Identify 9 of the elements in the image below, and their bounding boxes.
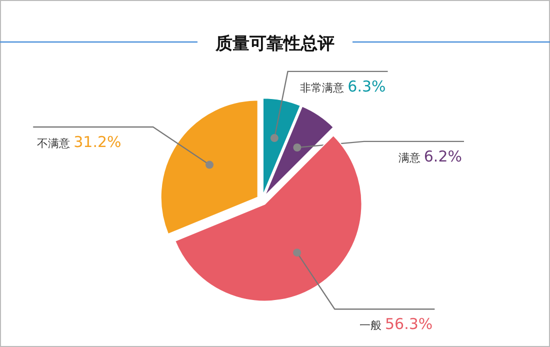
chart-title: 质量可靠性总评 xyxy=(214,34,334,54)
data-label: 6.3% xyxy=(348,77,386,96)
data-label: 6.2% xyxy=(424,147,462,166)
data-label: 56.3% xyxy=(385,315,433,334)
slice-label: 不满意 xyxy=(37,136,74,150)
slice-label: 一般 xyxy=(360,319,386,332)
slice-label: 满意 xyxy=(398,151,424,164)
data-label: 31.2% xyxy=(74,132,122,151)
slice-label: 非常满意 xyxy=(300,81,348,94)
